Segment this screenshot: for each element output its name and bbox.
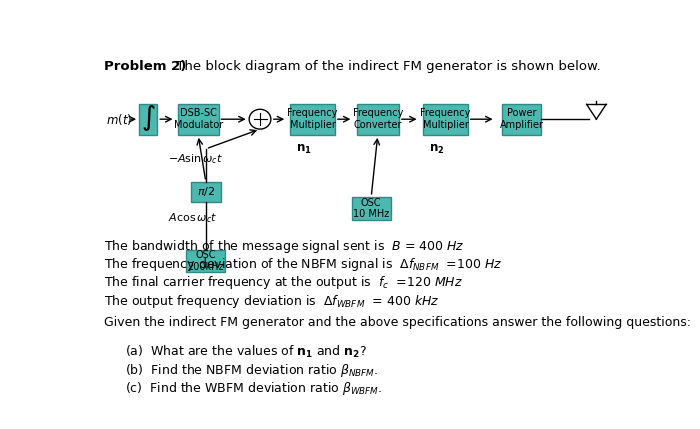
- FancyBboxPatch shape: [424, 103, 468, 135]
- FancyBboxPatch shape: [351, 197, 391, 220]
- Text: $\mathbf{n_2}$: $\mathbf{n_2}$: [428, 143, 444, 156]
- Text: $A\cos\omega_c t$: $A\cos\omega_c t$: [168, 211, 217, 225]
- Text: OSC
200kHz: OSC 200kHz: [188, 251, 224, 272]
- Text: The output frequency deviation is  $\Delta f_{WBFM}$  = 400 $kHz$: The output frequency deviation is $\Delt…: [104, 293, 440, 310]
- Text: OSC
10 MHz: OSC 10 MHz: [353, 198, 389, 219]
- FancyBboxPatch shape: [139, 103, 158, 135]
- Text: Frequency
Converter: Frequency Converter: [353, 109, 403, 130]
- Text: Problem 2): Problem 2): [104, 60, 186, 73]
- FancyBboxPatch shape: [290, 103, 335, 135]
- Text: Frequency
Multiplier: Frequency Multiplier: [288, 109, 338, 130]
- Text: $\mathbf{n_1}$: $\mathbf{n_1}$: [296, 143, 312, 156]
- Text: Frequency
Multiplier: Frequency Multiplier: [421, 109, 470, 130]
- Text: DSB-SC
Modulator: DSB-SC Modulator: [174, 109, 223, 130]
- Text: $m(t)$: $m(t)$: [106, 112, 133, 127]
- Text: $-A\sin\omega_c t$: $-A\sin\omega_c t$: [168, 152, 223, 166]
- FancyBboxPatch shape: [502, 103, 541, 135]
- Text: $\pi/2$: $\pi/2$: [197, 185, 215, 198]
- Text: (c)  Find the WBFM deviation ratio $\beta_{WBFM}$.: (c) Find the WBFM deviation ratio $\beta…: [125, 380, 383, 397]
- FancyBboxPatch shape: [186, 250, 225, 272]
- Text: The final carrier frequency at the output is  $f_c$  =120 $MHz$: The final carrier frequency at the outpu…: [104, 275, 463, 291]
- Text: (b)  Find the NBFM deviation ratio $\beta_{NBFM}$.: (b) Find the NBFM deviation ratio $\beta…: [125, 362, 379, 379]
- Text: The bandwidth of the message signal sent is  $B$ = 400 $Hz$: The bandwidth of the message signal sent…: [104, 238, 464, 255]
- Text: (a)  What are the values of $\mathbf{n_1}$ and $\mathbf{n_2}$?: (a) What are the values of $\mathbf{n_1}…: [125, 344, 368, 360]
- FancyBboxPatch shape: [356, 103, 399, 135]
- FancyBboxPatch shape: [191, 181, 220, 202]
- FancyBboxPatch shape: [178, 103, 218, 135]
- Text: The block diagram of the indirect FM generator is shown below.: The block diagram of the indirect FM gen…: [172, 60, 601, 73]
- Text: Power
Amplifier: Power Amplifier: [500, 109, 543, 130]
- Text: $\int$: $\int$: [141, 103, 155, 133]
- Text: Given the indirect FM generator and the above specifications answer the followin: Given the indirect FM generator and the …: [104, 316, 691, 329]
- Ellipse shape: [249, 109, 271, 129]
- Text: The frequency deviation of the NBFM signal is  $\Delta f_{NBFM}$  =100 $Hz$: The frequency deviation of the NBFM sign…: [104, 256, 502, 273]
